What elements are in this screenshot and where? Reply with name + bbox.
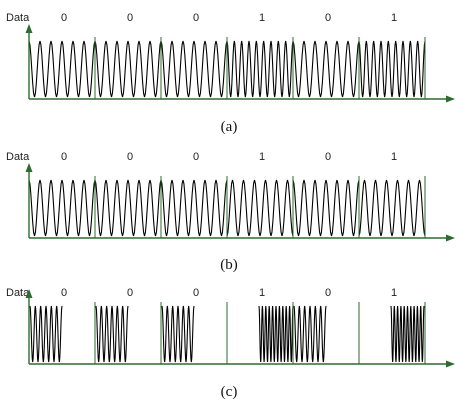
modulated-waveform bbox=[28, 179, 426, 237]
bit-label: 1 bbox=[391, 287, 397, 299]
bit-label: 1 bbox=[391, 12, 397, 24]
time-axis-arrowhead bbox=[446, 95, 455, 103]
bit-label: 1 bbox=[259, 12, 265, 24]
amplitude-axis-arrowhead bbox=[25, 24, 33, 33]
bit-waveform-segment bbox=[293, 305, 327, 363]
time-axis-arrowhead bbox=[446, 360, 455, 368]
bit-label: 0 bbox=[193, 287, 199, 299]
bit-waveform-segment bbox=[358, 40, 426, 98]
bit-labels: 0 0 0 1 0 1 bbox=[61, 12, 397, 24]
bit-waveform-segment bbox=[28, 179, 96, 237]
bit-label: 0 bbox=[325, 12, 331, 24]
bit-label: 0 bbox=[127, 151, 133, 163]
bit-waveform-segment bbox=[226, 179, 294, 237]
time-axis-arrowhead bbox=[446, 234, 455, 242]
bit-waveform-segment bbox=[160, 40, 228, 98]
bit-label: 0 bbox=[193, 151, 199, 163]
bit-waveform-segment bbox=[258, 305, 294, 363]
panel-c: Data 0 0 0 1 0 1 (c) bbox=[6, 287, 455, 400]
bit-waveform-segment bbox=[292, 179, 360, 237]
bit-label: 0 bbox=[127, 287, 133, 299]
axes bbox=[25, 163, 455, 242]
amplitude-axis-arrowhead bbox=[25, 163, 33, 172]
axes bbox=[25, 24, 455, 103]
modulated-waveform bbox=[29, 305, 425, 363]
bit-label: 0 bbox=[61, 12, 67, 24]
bit-waveform-segment bbox=[358, 179, 426, 237]
bit-label: 1 bbox=[391, 151, 397, 163]
bit-labels: 0 0 0 1 0 1 bbox=[61, 151, 397, 163]
bit-waveform-segment bbox=[29, 305, 63, 363]
data-label: Data bbox=[6, 151, 30, 163]
bit-waveform-segment bbox=[161, 305, 195, 363]
bit-waveform-segment bbox=[160, 179, 228, 237]
panel-caption: (c) bbox=[221, 384, 238, 400]
bit-labels: 0 0 0 1 0 1 bbox=[61, 287, 397, 299]
bit-label: 1 bbox=[259, 151, 265, 163]
data-label: Data bbox=[6, 287, 30, 299]
bit-label: 1 bbox=[259, 287, 265, 299]
panel-caption: (a) bbox=[221, 119, 238, 135]
bit-waveform-segment bbox=[28, 40, 96, 98]
panel-b: Data 0 0 0 1 0 1 (b) bbox=[6, 151, 455, 273]
bit-label: 0 bbox=[61, 151, 67, 163]
modulated-waveform bbox=[28, 40, 426, 98]
bit-label: 0 bbox=[325, 287, 331, 299]
bit-waveform-segment bbox=[94, 179, 162, 237]
amplitude-axis-arrowhead bbox=[25, 289, 33, 298]
panel-a: Data 0 0 0 1 0 1 (a) bbox=[6, 12, 455, 135]
panel-caption: (b) bbox=[220, 257, 238, 273]
bit-waveform-segment bbox=[94, 40, 162, 98]
bit-label: 0 bbox=[127, 12, 133, 24]
bit-waveform-segment bbox=[95, 305, 129, 363]
bit-label: 0 bbox=[61, 287, 67, 299]
axes bbox=[25, 289, 455, 368]
data-label: Data bbox=[6, 12, 30, 24]
bit-label: 0 bbox=[325, 151, 331, 163]
bit-label: 0 bbox=[193, 12, 199, 24]
bit-waveform-segment bbox=[226, 40, 294, 98]
bit-waveform-segment bbox=[390, 305, 425, 363]
bit-waveform-segment bbox=[292, 40, 360, 98]
